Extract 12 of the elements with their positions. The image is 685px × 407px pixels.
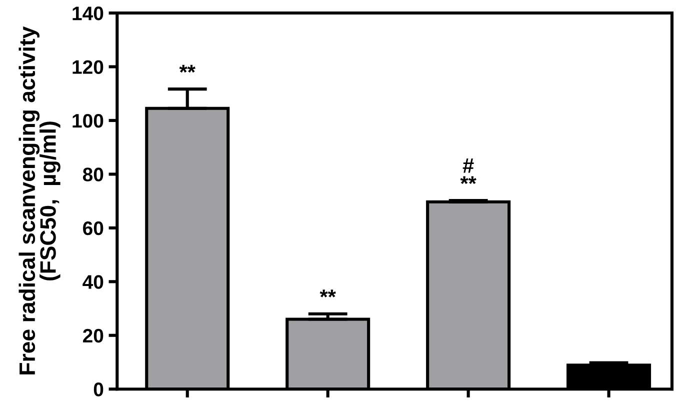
annotation: **	[179, 64, 196, 73]
y-tick-label: 100	[72, 114, 104, 128]
y-tick-label: 0	[94, 382, 104, 396]
y-axis-title: Free radical scanvenging activity (FSC50, µg/ml)	[18, 26, 60, 374]
y-tick-label: 60	[83, 221, 104, 236]
y-tick-label: 140	[72, 6, 104, 20]
y-tick-label: 80	[82, 168, 104, 182]
y-tick-label: 120	[72, 60, 104, 74]
annotation: **	[320, 290, 336, 298]
y-tick-label: 20	[82, 328, 104, 343]
annotation: # **	[460, 158, 476, 184]
y-tick-label: 40	[82, 275, 104, 289]
